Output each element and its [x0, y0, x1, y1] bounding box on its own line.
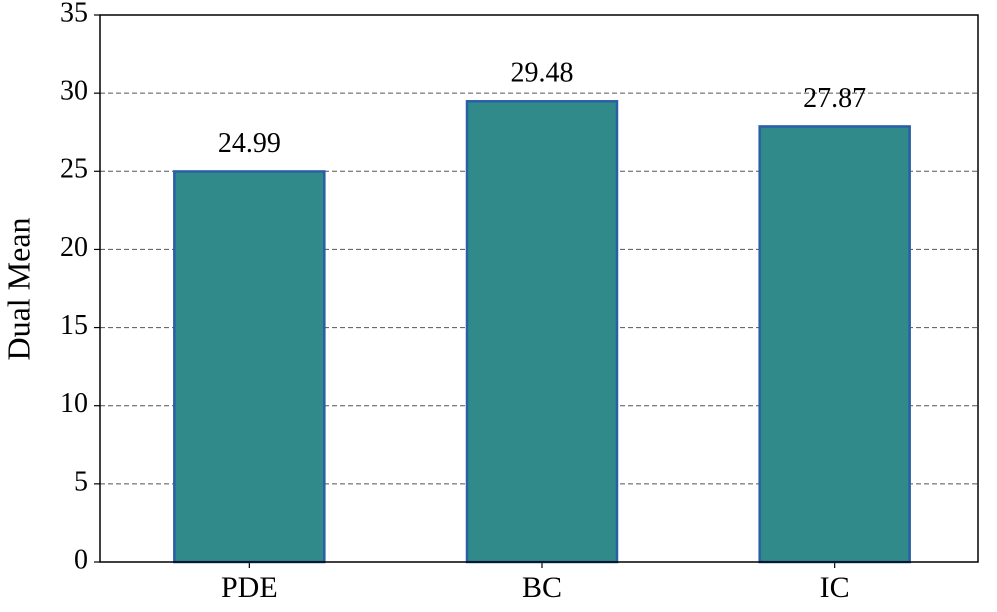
- y-tick-label: 15: [60, 310, 88, 341]
- y-tick-label: 30: [60, 76, 88, 107]
- x-tick-label: IC: [820, 571, 850, 604]
- plot-frame: [99, 14, 979, 563]
- y-tick-label: 5: [74, 466, 88, 497]
- x-tick-label: PDE: [221, 571, 278, 604]
- bar: [173, 170, 326, 564]
- value-label: 27.87: [803, 83, 866, 114]
- y-tick-label: 10: [60, 388, 88, 419]
- value-label: 24.99: [218, 128, 281, 159]
- y-tick-label: 20: [60, 232, 88, 263]
- bar: [758, 125, 911, 564]
- y-tick-label: 25: [60, 154, 88, 185]
- y-tick-label: 0: [74, 544, 88, 575]
- value-label: 29.48: [511, 58, 574, 89]
- y-tick-label: 35: [60, 0, 88, 28]
- bar: [465, 100, 619, 564]
- x-tick-label: BC: [522, 571, 562, 604]
- y-axis-label: Dual Mean: [0, 217, 36, 360]
